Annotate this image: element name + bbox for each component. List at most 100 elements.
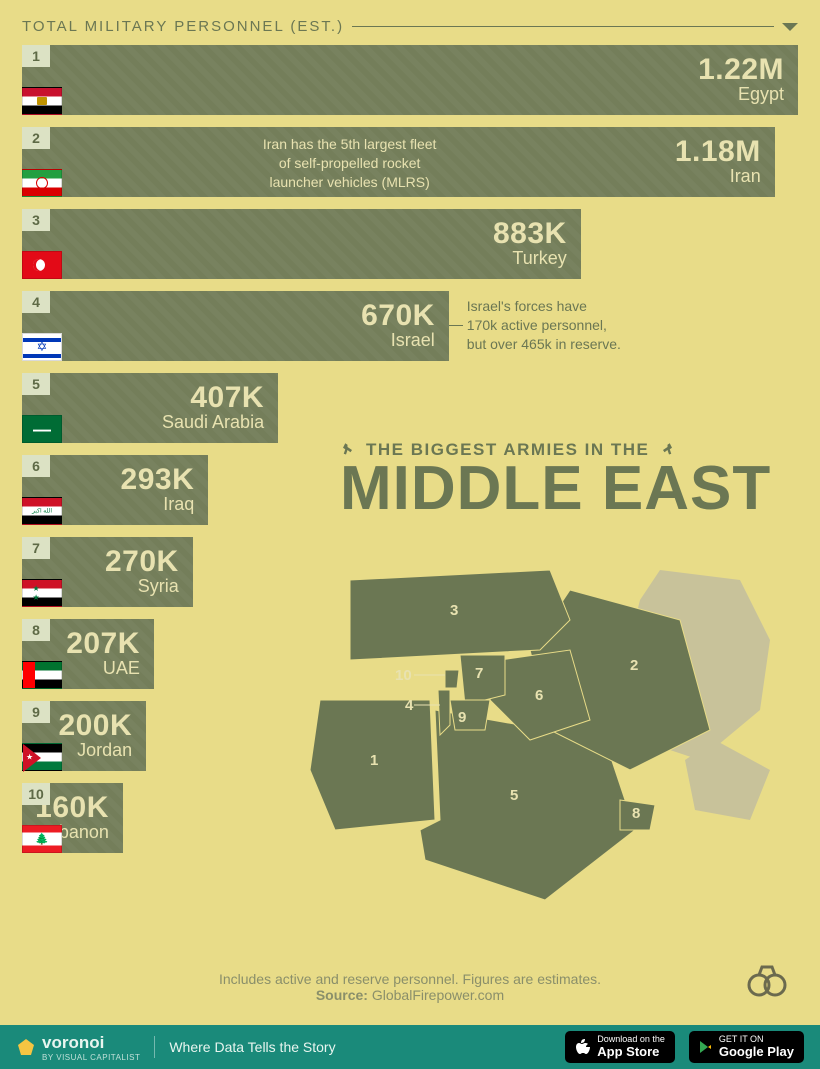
middle-east-map: 1 2 3 4 5 6 7 8 9 10 [310, 550, 800, 910]
bar-text: 1.22M Egypt [698, 55, 798, 105]
map-jordan [450, 700, 490, 730]
header-title: TOTAL MILITARY PERSONNEL (EST.) [22, 18, 344, 35]
bar-text: 883K Turkey [493, 219, 581, 269]
bar-country: Syria [105, 577, 179, 597]
flag-icon [22, 825, 62, 853]
bar-country: Saudi Arabia [162, 413, 264, 433]
bar-value: 883K [493, 219, 567, 249]
map-muted-region [685, 740, 770, 820]
bar-row: 5 407K Saudi Arabia [22, 373, 798, 443]
bar-text: 200K Jordan [58, 711, 146, 761]
flag-icon [22, 415, 62, 443]
header-line [352, 26, 774, 27]
bar: 10 160K Lebanon [22, 783, 123, 853]
bar: 1 1.22M Egypt [22, 45, 798, 115]
flag-icon [22, 251, 62, 279]
bottom-bar: voronoi BY VISUAL CAPITALIST Where Data … [0, 1025, 820, 1069]
map-label: 3 [450, 602, 458, 619]
bar-country: UAE [66, 659, 140, 679]
bar-value: 1.18M [675, 137, 761, 167]
bar-row: 1 1.22M Egypt [22, 45, 798, 115]
bar: 6 293K Iraq [22, 455, 208, 525]
play-big: Google Play [719, 1044, 794, 1059]
bar-text: 270K Syria [105, 547, 193, 597]
bar-value: 1.22M [698, 55, 784, 85]
map-turkey [350, 570, 570, 660]
appstore-big: App Store [597, 1044, 659, 1059]
bar-text: 293K Iraq [121, 465, 209, 515]
bar: 5 407K Saudi Arabia [22, 373, 278, 443]
title-big-text: MIDDLE EAST [340, 460, 771, 519]
header-row: TOTAL MILITARY PERSONNEL (EST.) [22, 18, 798, 35]
voronoi-icon [16, 1037, 36, 1057]
bar: 4 670K Israel [22, 291, 449, 361]
bar-row: 2 1.18M Iran Iran has the 5th largest fl… [22, 127, 798, 197]
flag-icon [22, 169, 62, 197]
bar: 8 207K UAE [22, 619, 154, 689]
app-store-button[interactable]: Download on theApp Store [565, 1031, 675, 1062]
binoculars-icon [744, 957, 790, 1003]
rank-badge: 5 [22, 373, 50, 395]
map-label: 5 [510, 787, 518, 804]
rank-badge: 9 [22, 701, 50, 723]
bar-text: 1.18M Iran [675, 137, 775, 187]
map-label: 7 [475, 665, 483, 682]
footer-notes: Includes active and reserve personnel. F… [0, 971, 820, 1009]
flag-icon [22, 743, 62, 771]
rank-badge: 2 [22, 127, 50, 149]
bar-value: 200K [58, 711, 132, 741]
bar-text: 407K Saudi Arabia [162, 383, 278, 433]
annotation-tick [449, 325, 463, 326]
title-block: THE BIGGEST ARMIES IN THE MIDDLE EAST [340, 440, 771, 519]
map-label: 9 [458, 709, 466, 726]
footer-source-value: GlobalFirepower.com [372, 987, 504, 1003]
bar-country: Iraq [121, 495, 195, 515]
flag-icon [22, 579, 62, 607]
bar: 3 883K Turkey [22, 209, 581, 279]
map-label: 2 [630, 657, 638, 674]
map-label: 10 [395, 667, 412, 684]
footer-source-row: Source: GlobalFirepower.com [0, 987, 820, 1003]
map-label: 4 [405, 697, 414, 714]
footer-note-text: Includes active and reserve personnel. F… [0, 971, 820, 987]
bar-country: Turkey [493, 249, 567, 269]
apple-icon [575, 1039, 591, 1055]
google-play-button[interactable]: GET IT ONGoogle Play [689, 1031, 804, 1062]
bar-text: 207K UAE [66, 629, 154, 679]
rank-badge: 1 [22, 45, 50, 67]
bar-value: 293K [121, 465, 195, 495]
soldier-icon [657, 441, 675, 459]
bar-country: Israel [361, 331, 435, 351]
rank-badge: 10 [22, 783, 50, 805]
bar: 7 270K Syria [22, 537, 193, 607]
bar-country: Egypt [698, 85, 784, 105]
bar-value: 270K [105, 547, 179, 577]
rank-badge: 4 [22, 291, 50, 313]
brand-sub: BY VISUAL CAPITALIST [42, 1053, 140, 1062]
bar-annotation: Iran has the 5th largest fleetof self-pr… [263, 135, 437, 192]
google-play-icon [699, 1040, 713, 1054]
bar-country: Iran [675, 167, 761, 187]
bar-value: 407K [162, 383, 264, 413]
bar-annotation: Israel's forces have170k active personne… [467, 297, 621, 354]
rank-badge: 3 [22, 209, 50, 231]
map-label: 6 [535, 687, 543, 704]
flag-icon [22, 87, 62, 115]
brand-logo[interactable]: voronoi BY VISUAL CAPITALIST [16, 1033, 140, 1062]
bar-value: 207K [66, 629, 140, 659]
bar-row: 3 883K Turkey [22, 209, 798, 279]
bar-row: 4 670K Israel Israel's forces have170k a… [22, 291, 798, 361]
map-lebanon [445, 670, 459, 688]
rank-badge: 6 [22, 455, 50, 477]
bar: 9 200K Jordan [22, 701, 146, 771]
map-label: 8 [632, 805, 640, 822]
map-label: 1 [370, 752, 378, 769]
divider [154, 1036, 155, 1058]
brand-name: voronoi [42, 1033, 104, 1052]
flag-icon [22, 333, 62, 361]
rank-badge: 7 [22, 537, 50, 559]
chevron-down-icon [782, 23, 798, 31]
bar-country: Jordan [58, 741, 132, 761]
tagline: Where Data Tells the Story [169, 1039, 335, 1055]
bar-text: 670K Israel [361, 301, 449, 351]
